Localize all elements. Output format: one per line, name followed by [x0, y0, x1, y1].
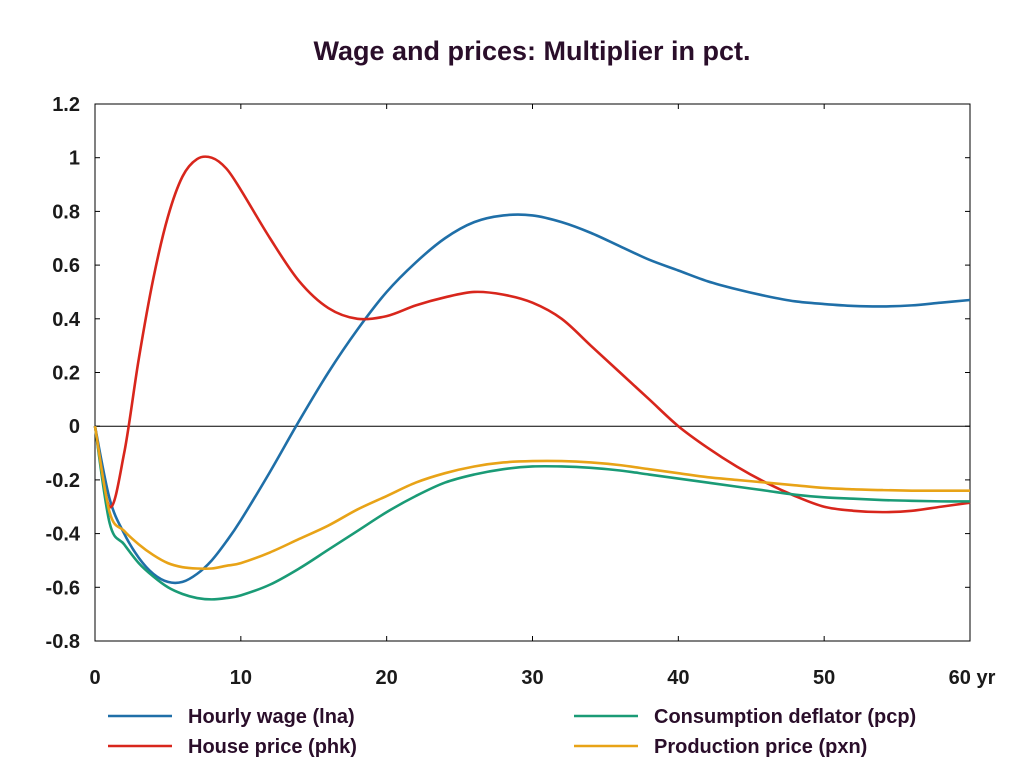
- y-tick-label: -0.2: [46, 470, 80, 492]
- legend-label-production-price-pxn: Production price (pxn): [654, 736, 867, 758]
- x-tick-label: 60 yr: [949, 667, 996, 689]
- legend-label-hourly-wage-lna: Hourly wage (lna): [188, 706, 355, 728]
- y-tick-label: 0: [69, 416, 80, 438]
- legend-label-house-price-phk: House price (phk): [188, 736, 357, 758]
- ticks-layer: 1.2 1 0.8 0.6 0.4 0.2 0 -0.2 -0.4 -0.6 -0.8 0 10 20 30…: [46, 94, 996, 689]
- y-tick-label: 1: [69, 148, 80, 170]
- x-tick-label: 50: [813, 667, 835, 689]
- y-tick-label: -0.4: [46, 524, 81, 546]
- plot-border: [94, 103, 971, 642]
- x-tick-label: 10: [230, 667, 252, 689]
- y-tick-label: 0.8: [52, 201, 80, 223]
- legend-label-consumption-deflator-pcp: Consumption deflator (pcp): [654, 706, 916, 728]
- y-tick-label: -0.6: [46, 577, 80, 599]
- chart-title: Wage and prices: Multiplier in pct.: [313, 36, 750, 66]
- y-tick-label: 0.6: [52, 255, 80, 277]
- lines-layer: [93, 155, 971, 601]
- series-line-consumption-deflator-pcp: [93, 426, 971, 601]
- series-line-production-price-pxn: [93, 425, 970, 571]
- y-tick-label: 1.2: [52, 94, 80, 116]
- x-tick-label: 40: [667, 667, 689, 689]
- series-line-hourly-wage-lna: [93, 213, 971, 585]
- y-tick-label: 0.2: [52, 363, 80, 385]
- x-tick-label: 30: [521, 667, 543, 689]
- y-tick-label: 0.4: [52, 309, 81, 331]
- series-line-house-price-phk: [93, 155, 971, 514]
- legend: Hourly wage (lna) House price (phk) Consum…: [108, 706, 916, 758]
- x-tick-label: 0: [89, 667, 100, 689]
- x-tick-label: 20: [376, 667, 398, 689]
- plot-frame: [94, 103, 971, 642]
- y-tick-label: -0.8: [46, 631, 80, 653]
